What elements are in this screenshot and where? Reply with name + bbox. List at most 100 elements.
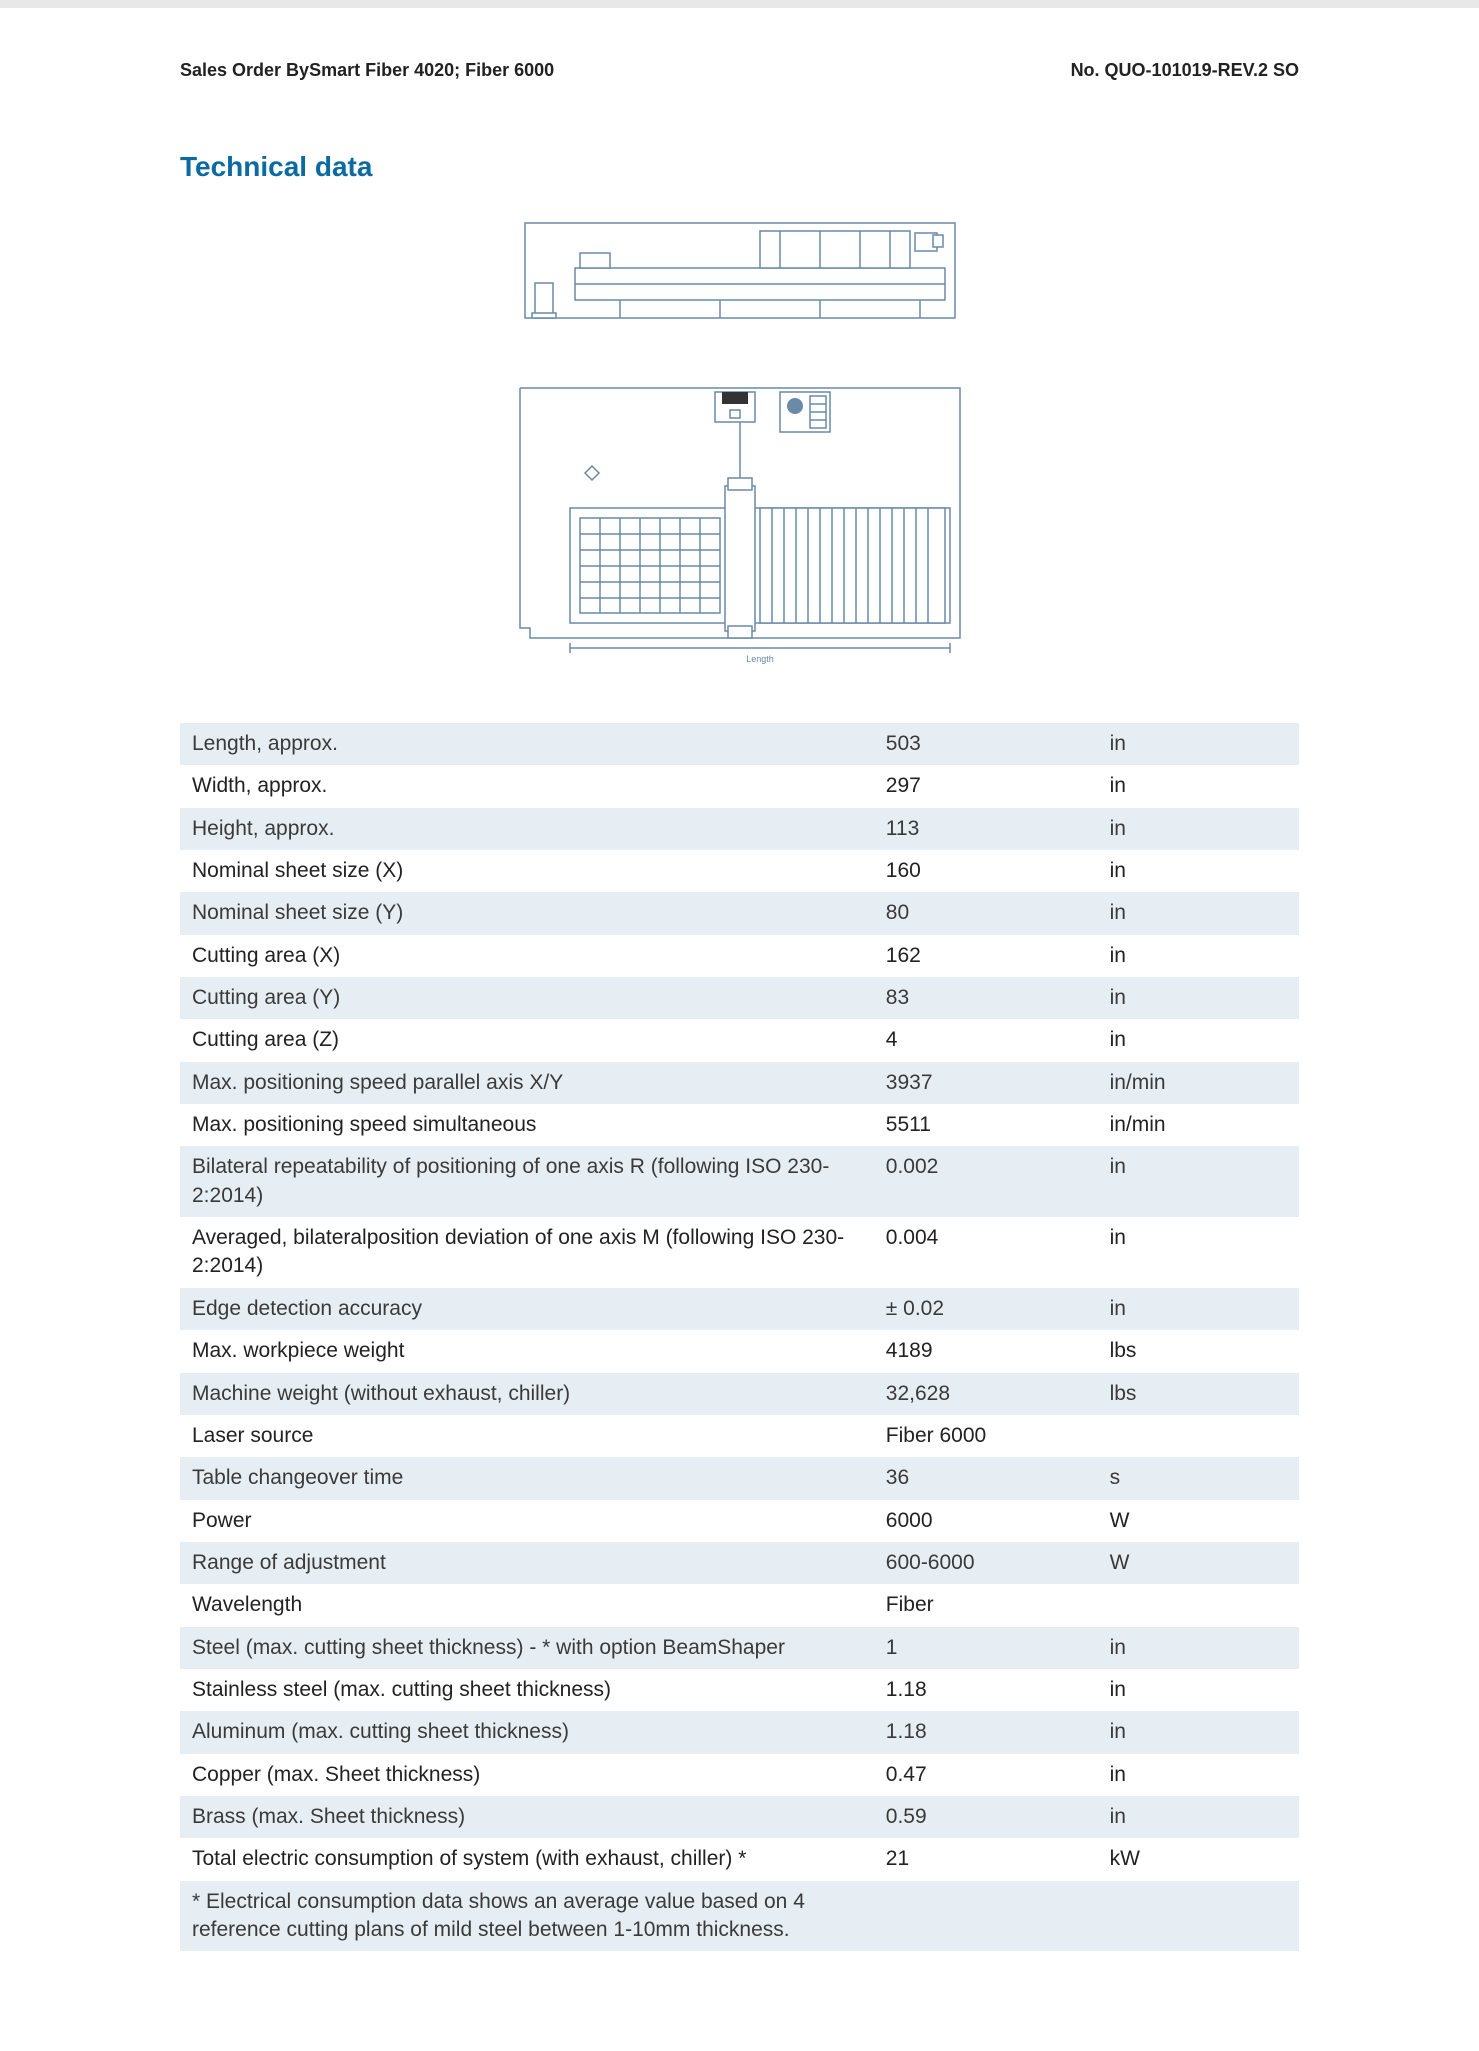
spec-unit: kW xyxy=(1098,1838,1299,1880)
header-left: Sales Order BySmart Fiber 4020; Fiber 60… xyxy=(180,60,554,81)
table-row: Length, approx.503in xyxy=(180,723,1299,765)
spec-value: 1.18 xyxy=(874,1711,1098,1753)
spec-unit: in xyxy=(1098,1711,1299,1753)
spec-unit xyxy=(1098,1584,1299,1626)
spec-unit: in xyxy=(1098,935,1299,977)
spec-value: 36 xyxy=(874,1457,1098,1499)
table-row: Averaged, bilateralposition deviation of… xyxy=(180,1217,1299,1288)
table-row: Brass (max. Sheet thickness)0.59in xyxy=(180,1796,1299,1838)
spec-unit: in xyxy=(1098,1288,1299,1330)
spec-label: Cutting area (X) xyxy=(180,935,874,977)
spec-value: 0.47 xyxy=(874,1754,1098,1796)
table-row: Copper (max. Sheet thickness)0.47in xyxy=(180,1754,1299,1796)
spec-value: 297 xyxy=(874,765,1098,807)
table-row: Nominal sheet size (Y)80in xyxy=(180,892,1299,934)
spec-unit: W xyxy=(1098,1500,1299,1542)
table-row: Aluminum (max. cutting sheet thickness)1… xyxy=(180,1711,1299,1753)
spec-value: 5511 xyxy=(874,1104,1098,1146)
side-view-svg xyxy=(520,213,960,333)
spec-unit: in xyxy=(1098,892,1299,934)
table-row: Power6000W xyxy=(180,1500,1299,1542)
spec-label: Nominal sheet size (X) xyxy=(180,850,874,892)
table-row: Range of adjustment600-6000W xyxy=(180,1542,1299,1584)
spec-value: Fiber 6000 xyxy=(874,1415,1098,1457)
spec-unit: in xyxy=(1098,977,1299,1019)
spec-value: 6000 xyxy=(874,1500,1098,1542)
spec-unit: in xyxy=(1098,1669,1299,1711)
page-header: Sales Order BySmart Fiber 4020; Fiber 60… xyxy=(180,60,1299,81)
header-right: No. QUO-101019-REV.2 SO xyxy=(1071,60,1299,81)
spec-label: Machine weight (without exhaust, chiller… xyxy=(180,1373,874,1415)
spec-label: Table changeover time xyxy=(180,1457,874,1499)
spec-value: 600-6000 xyxy=(874,1542,1098,1584)
spec-value: 4189 xyxy=(874,1330,1098,1372)
spec-label: Power xyxy=(180,1500,874,1542)
spec-value: 4 xyxy=(874,1019,1098,1061)
spec-label: Max. positioning speed simultaneous xyxy=(180,1104,874,1146)
spec-label: Stainless steel (max. cutting sheet thic… xyxy=(180,1669,874,1711)
spec-value xyxy=(874,1881,1098,1952)
table-row: Max. workpiece weight4189lbs xyxy=(180,1330,1299,1372)
spec-unit: W xyxy=(1098,1542,1299,1584)
table-row: Steel (max. cutting sheet thickness) - *… xyxy=(180,1627,1299,1669)
spec-unit: in/min xyxy=(1098,1062,1299,1104)
spec-value: 113 xyxy=(874,808,1098,850)
spec-label: Width, approx. xyxy=(180,765,874,807)
table-row: Cutting area (X)162in xyxy=(180,935,1299,977)
spec-label: Brass (max. Sheet thickness) xyxy=(180,1796,874,1838)
spec-unit: in xyxy=(1098,1796,1299,1838)
spec-unit: in xyxy=(1098,1019,1299,1061)
spec-unit: lbs xyxy=(1098,1330,1299,1372)
spec-value: 83 xyxy=(874,977,1098,1019)
spec-label: Steel (max. cutting sheet thickness) - *… xyxy=(180,1627,874,1669)
drawing-top-view: Length xyxy=(510,378,970,673)
spec-value: Fiber xyxy=(874,1584,1098,1626)
spec-label: Laser source xyxy=(180,1415,874,1457)
spec-unit: in xyxy=(1098,1217,1299,1288)
table-row: Table changeover time36s xyxy=(180,1457,1299,1499)
spec-unit: in xyxy=(1098,850,1299,892)
table-row: * Electrical consumption data shows an a… xyxy=(180,1881,1299,1952)
drawing-length-label: Length xyxy=(746,654,774,664)
spec-label: Cutting area (Y) xyxy=(180,977,874,1019)
spec-label: Wavelength xyxy=(180,1584,874,1626)
table-row: Bilateral repeatability of positioning o… xyxy=(180,1146,1299,1217)
technical-data-table: Length, approx.503inWidth, approx.297inH… xyxy=(180,723,1299,1951)
spec-value: 1 xyxy=(874,1627,1098,1669)
spec-unit xyxy=(1098,1415,1299,1457)
spec-unit: in xyxy=(1098,1627,1299,1669)
table-row: WavelengthFiber xyxy=(180,1584,1299,1626)
spec-value: 1.18 xyxy=(874,1669,1098,1711)
spec-label: Copper (max. Sheet thickness) xyxy=(180,1754,874,1796)
table-row: Nominal sheet size (X)160in xyxy=(180,850,1299,892)
document-page: Sales Order BySmart Fiber 4020; Fiber 60… xyxy=(0,0,1479,2051)
table-row: Total electric consumption of system (wi… xyxy=(180,1838,1299,1880)
table-row: Laser sourceFiber 6000 xyxy=(180,1415,1299,1457)
spec-label: Edge detection accuracy xyxy=(180,1288,874,1330)
spec-label: Range of adjustment xyxy=(180,1542,874,1584)
spec-label: Cutting area (Z) xyxy=(180,1019,874,1061)
spec-unit: in xyxy=(1098,808,1299,850)
spec-value: 80 xyxy=(874,892,1098,934)
spec-label: * Electrical consumption data shows an a… xyxy=(180,1881,874,1952)
spec-label: Averaged, bilateralposition deviation of… xyxy=(180,1217,874,1288)
table-row: Max. positioning speed parallel axis X/Y… xyxy=(180,1062,1299,1104)
spec-unit: in xyxy=(1098,1146,1299,1217)
spec-value: 21 xyxy=(874,1838,1098,1880)
table-row: Edge detection accuracy± 0.02in xyxy=(180,1288,1299,1330)
spec-value: 0.004 xyxy=(874,1217,1098,1288)
table-row: Height, approx.113in xyxy=(180,808,1299,850)
table-row: Cutting area (Z)4in xyxy=(180,1019,1299,1061)
spec-unit: in xyxy=(1098,765,1299,807)
table-row: Cutting area (Y)83in xyxy=(180,977,1299,1019)
spec-value: 0.002 xyxy=(874,1146,1098,1217)
top-divider-bar xyxy=(0,0,1479,8)
spec-unit xyxy=(1098,1881,1299,1952)
spec-label: Length, approx. xyxy=(180,723,874,765)
spec-value: 160 xyxy=(874,850,1098,892)
spec-unit: in xyxy=(1098,1754,1299,1796)
spec-unit: in xyxy=(1098,723,1299,765)
spec-value: 503 xyxy=(874,723,1098,765)
spec-label: Total electric consumption of system (wi… xyxy=(180,1838,874,1880)
spec-value: 0.59 xyxy=(874,1796,1098,1838)
